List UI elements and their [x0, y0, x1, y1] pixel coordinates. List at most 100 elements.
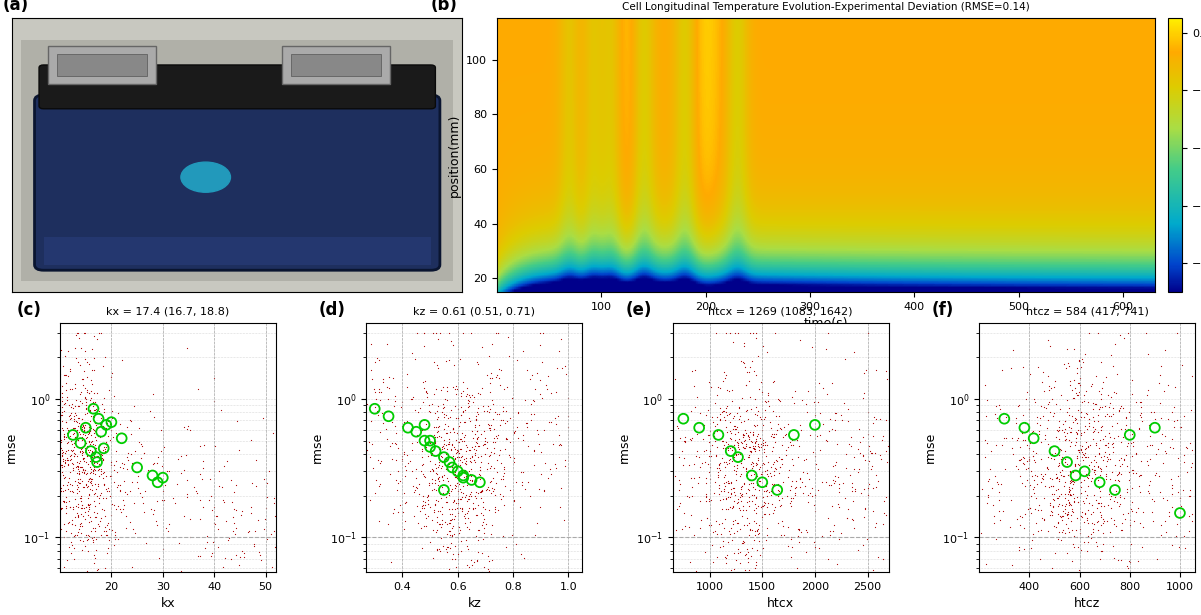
Point [1063, 466, 1082, 476]
Point [1023, 483, 1042, 493]
Point [429, 413, 448, 423]
Point [1100, 454, 1119, 464]
Point [79, 490, 98, 499]
Point [500, 450, 519, 459]
Point [864, 506, 883, 515]
Point [369, 517, 388, 526]
Point [68, 482, 88, 492]
Point [747, 370, 766, 379]
Point [431, 518, 450, 528]
Point [1075, 517, 1094, 527]
Point [781, 568, 800, 578]
Point [68, 402, 88, 411]
Point [1104, 403, 1123, 413]
Point [482, 520, 501, 530]
Point [83, 566, 102, 576]
Point [1134, 507, 1153, 517]
Point [1066, 389, 1086, 399]
Point [78, 469, 97, 478]
Point [1094, 501, 1113, 511]
Point [77, 535, 96, 545]
Point [50, 461, 70, 470]
Point [435, 435, 454, 445]
Point [729, 503, 748, 513]
Point [776, 445, 795, 454]
Point [777, 491, 796, 501]
FancyBboxPatch shape [48, 46, 156, 84]
Point [450, 417, 470, 427]
Point [987, 413, 1006, 423]
Point [1104, 361, 1123, 371]
Point [820, 530, 839, 539]
Point [747, 493, 766, 503]
Point [718, 427, 737, 437]
Point [728, 526, 747, 536]
Point [728, 460, 747, 470]
Point [56, 438, 76, 448]
Point [216, 517, 235, 526]
Point [56, 493, 76, 502]
Point [527, 425, 546, 435]
Point [743, 430, 763, 440]
Point [448, 413, 467, 423]
Point [441, 526, 460, 536]
Point [1142, 494, 1161, 504]
Point [1118, 424, 1137, 434]
Point [723, 336, 742, 346]
Point [91, 440, 110, 450]
Point [1140, 480, 1159, 490]
Point [80, 416, 100, 426]
Point [721, 502, 740, 512]
Point [98, 530, 118, 540]
Point [471, 466, 490, 475]
Point [772, 454, 791, 464]
Point [724, 440, 743, 450]
Point [1137, 442, 1157, 451]
Point [669, 475, 688, 485]
Point [399, 423, 418, 432]
Point [438, 395, 458, 405]
Point [90, 418, 109, 427]
Point [1077, 546, 1097, 555]
Point [1050, 491, 1069, 501]
Point [1091, 486, 1110, 496]
Point [438, 413, 458, 423]
Point [1024, 475, 1044, 485]
Point [1042, 394, 1062, 403]
Point [721, 426, 740, 435]
Point [736, 441, 755, 451]
Point [201, 491, 220, 501]
Point [432, 444, 452, 454]
Point [806, 410, 825, 419]
Point [715, 472, 734, 482]
Point [694, 568, 713, 578]
Point [60, 455, 79, 465]
Point [1057, 499, 1076, 509]
Point [697, 445, 716, 455]
Point [746, 435, 765, 445]
Point [1083, 423, 1103, 432]
Point [395, 461, 414, 471]
Point [731, 458, 751, 468]
Point [95, 505, 114, 515]
Point [1088, 328, 1107, 338]
Point [232, 510, 251, 520]
Point [476, 449, 495, 459]
Point [1071, 546, 1091, 555]
Point [59, 371, 78, 381]
Point [825, 520, 844, 530]
Point [788, 524, 807, 534]
Point [401, 456, 420, 466]
Point [1076, 451, 1095, 461]
Point [736, 428, 755, 438]
Point [1115, 493, 1134, 502]
Point [444, 442, 464, 452]
Point [778, 472, 797, 482]
Point [442, 466, 461, 476]
Point [769, 395, 788, 405]
Point [716, 482, 735, 491]
Point [1015, 423, 1034, 432]
Point [770, 502, 789, 512]
Point [222, 498, 241, 507]
Point [1113, 454, 1133, 464]
